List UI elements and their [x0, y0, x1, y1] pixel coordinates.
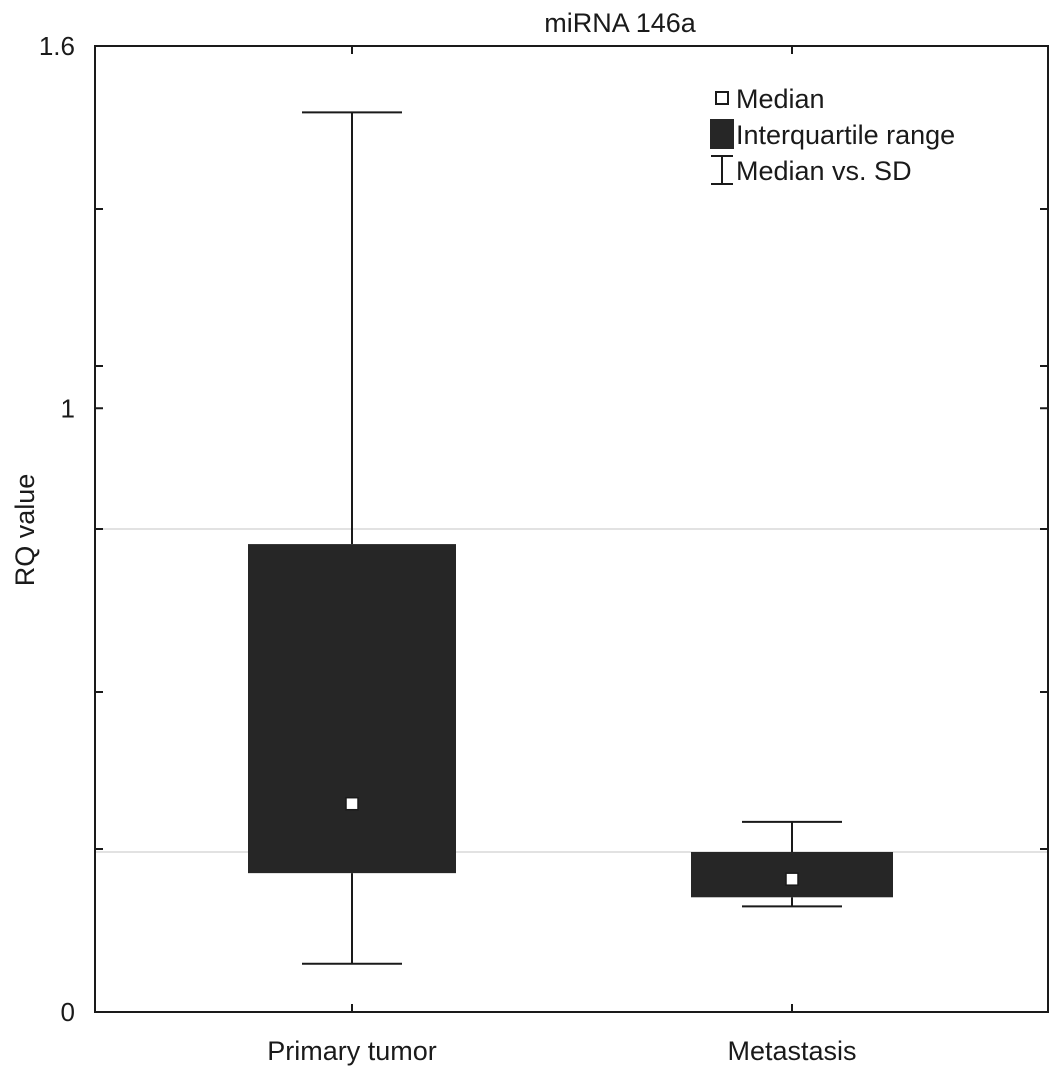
y-axis-label: RQ value [10, 474, 40, 587]
x-tick-label-primary-tumor: Primary tumor [267, 1036, 437, 1066]
iqr-box-primary-tumor [248, 544, 456, 874]
legend: Median Interquartile range Median vs. SD [710, 84, 955, 186]
boxes [248, 111, 893, 965]
median-marker-metastasis [785, 872, 799, 886]
y-tick-label: 0 [61, 997, 75, 1027]
y-tick-label: 1 [61, 393, 75, 423]
legend-median-icon [715, 91, 729, 105]
legend-label-error-bar: Median vs. SD [736, 156, 912, 186]
y-tick-label: 1.6 [39, 31, 75, 61]
legend-iqr-icon [710, 119, 734, 149]
gridlines [95, 528, 1048, 853]
median-marker-primary-tumor [345, 796, 359, 811]
legend-label-filled-box: Interquartile range [736, 120, 955, 150]
chart-title: miRNA 146a [544, 8, 697, 38]
x-tick-label-metastasis: Metastasis [727, 1036, 856, 1066]
ticks: 0 1 1.6 Primary tumor Metastasis [39, 31, 1048, 1066]
legend-label-median-marker: Median [736, 84, 825, 114]
